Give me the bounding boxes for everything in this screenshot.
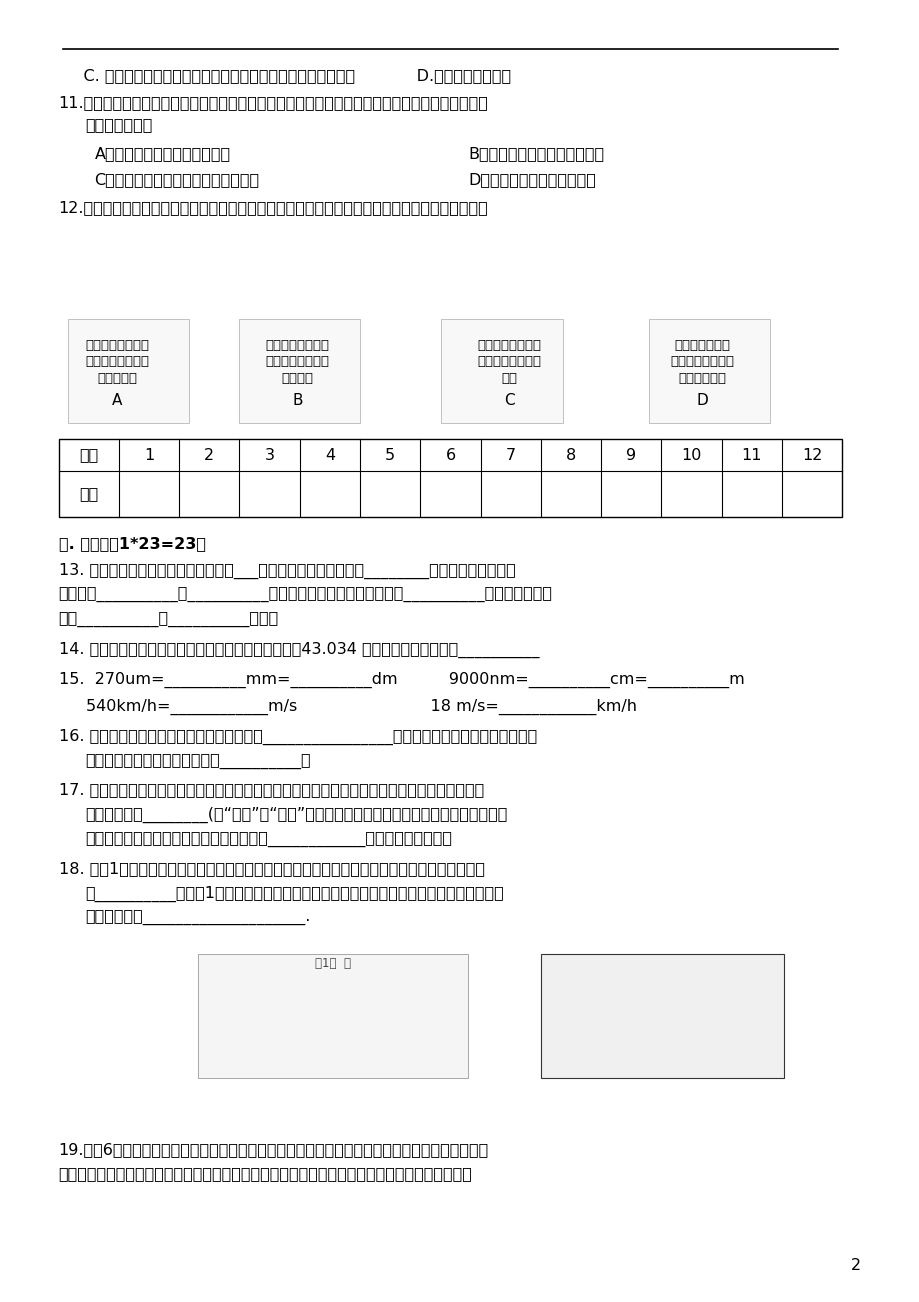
Text: C. 刷牙时，人听不到超声波，是因为超声波不能在空气中传播            D.超声波能传递能量: C. 刷牙时，人听不到超声波，是因为超声波不能在空气中传播 D.超声波能传递能量: [63, 68, 511, 83]
Text: 2: 2: [850, 1258, 860, 1273]
Text: 一听是小尊，马上答应了。他是根据声音的____________判断是小尊在啘他。: 一听是小尊，马上答应了。他是根据声音的____________判断是小尊在啘他。: [85, 832, 452, 848]
Text: 水面时，水面水花: 水面时，水面水花: [476, 355, 540, 368]
Text: 明__________；如图1乙所示，敲击右边的音叉，左边完全相同的音叉把泡沫塑料球弹起，: 明__________；如图1乙所示，敲击右边的音叉，左边完全相同的音叉把泡沫塑…: [85, 885, 504, 901]
Text: C: C: [503, 393, 514, 409]
Text: 度线对准__________，__________要紧靠被测物体，读数时视线要__________刻度线，测量结: 度线对准__________，__________要紧靠被测物体，读数时视线要_…: [59, 587, 552, 603]
Text: 二. 填空题（1*23=23）: 二. 填空题（1*23=23）: [59, 536, 205, 552]
Text: B．撞击声太小，人耳无法听到: B．撞击声太小，人耳无法听到: [468, 146, 604, 161]
Text: 19.如图6所示，将一把钓尺紧按在桌面上，先让一端伸出桌边短一些，拨动钓尺，听它振动发出的: 19.如图6所示，将一把钓尺紧按在桌面上，先让一端伸出桌边短一些，拨动钓尺，听它…: [59, 1142, 488, 1157]
Text: 用力吹一根细管，: 用力吹一根细管，: [265, 339, 329, 352]
Text: 题号: 题号: [79, 448, 98, 462]
Text: 16. 从物理学角度看，噪声强弱的指发声体做________________时发出的声音大小，要保证工作和: 16. 从物理学角度看，噪声强弱的指发声体做________________时发…: [59, 729, 536, 745]
Text: A．月球表面受到撞击时不发声: A．月球表面受到撞击时不发声: [95, 146, 231, 161]
Text: 是改变琵声的________(填“响度”或“音调”）。正在这时，有位同学在楼下叫他去打球，他: 是改变琵声的________(填“响度”或“音调”）。正在这时，有位同学在楼下叫…: [85, 807, 507, 823]
Bar: [59, 439, 842, 517]
Text: 540km/h=____________m/s                          18 m/s=____________km/h: 540km/h=____________m/s 18 m/s=_________…: [85, 699, 636, 715]
Text: C．月球表面没有空气，声音无法传播: C．月球表面没有空气，声音无法传播: [95, 172, 259, 187]
Text: 11: 11: [741, 448, 761, 462]
Text: 6: 6: [445, 448, 455, 462]
Text: 声音变高: 声音变高: [281, 372, 313, 385]
Text: 17. 星期天小明要试试自己制作的二弦琵的发声效果，需要调整琵弦的松紧程度，他这样做的目的: 17. 星期天小明要试试自己制作的二弦琵的发声效果，需要调整琵弦的松紧程度，他这…: [59, 783, 483, 798]
Text: 7: 7: [505, 448, 516, 462]
Text: A: A: [112, 393, 122, 409]
Text: 15.  270um=__________mm=__________dm          9000nm=__________cm=__________m: 15. 270um=__________mm=__________dm 9000…: [59, 672, 743, 687]
Text: 声明显减小: 声明显减小: [97, 372, 137, 385]
Text: 9: 9: [626, 448, 636, 462]
Bar: [441, 319, 562, 423]
Text: D: D: [696, 393, 708, 409]
Text: 解释错误的是：: 解释错误的是：: [85, 117, 153, 133]
Bar: [648, 319, 769, 423]
Bar: [198, 954, 468, 1078]
Text: 学习不受影响应控制噪声不超过__________。: 学习不受影响应控制噪声不超过__________。: [85, 754, 311, 769]
Text: 13. 国际单位制中，长度的基本单位是___。测量长度的基本工具是________，使用时，要使零刻: 13. 国际单位制中，长度的基本单位是___。测量长度的基本工具是_______…: [59, 562, 515, 578]
Bar: [540, 954, 783, 1078]
Text: 把罩内的空气抽去: 把罩内的空气抽去: [85, 339, 149, 352]
Text: 5: 5: [385, 448, 395, 462]
Text: 图1甲  乙: 图1甲 乙: [315, 957, 351, 970]
Text: 四溅: 四溅: [501, 372, 516, 385]
Text: 8: 8: [565, 448, 575, 462]
Text: D．撞击月球产生的是超声波: D．撞击月球产生的是超声波: [468, 172, 596, 187]
Text: 答案: 答案: [79, 487, 98, 501]
Text: 一些后，闹钟的钓: 一些后，闹钟的钓: [85, 355, 149, 368]
Text: 14. 在运动会上用皮尺测量某同学投掷手榴弹的距离是43.034 米，此皮尺的分度值是__________: 14. 在运动会上用皮尺测量某同学投掷手榴弹的距离是43.034 米，此皮尺的分…: [59, 642, 539, 658]
Text: 敲打鼓面，观察纸: 敲打鼓面，观察纸: [670, 355, 734, 368]
Text: 这个现象说明____________________.: 这个现象说明____________________.: [85, 910, 311, 926]
Text: 用大小不同的力: 用大小不同的力: [674, 339, 730, 352]
Bar: [67, 319, 189, 423]
Text: 11.流星落在地球上会产生巨大的声音，但它落在月球上，即使宇航员就在附近也听不到声音，下面: 11.流星落在地球上会产生巨大的声音，但它落在月球上，即使宇航员就在附近也听不到…: [59, 95, 488, 111]
Text: 屑跳动的幅度: 屑跳动的幅度: [678, 372, 726, 385]
Text: 用发声的音叉接触: 用发声的音叉接触: [476, 339, 540, 352]
Text: 1: 1: [143, 448, 154, 462]
Text: 2: 2: [204, 448, 214, 462]
Text: 12: 12: [801, 448, 822, 462]
Text: 4: 4: [324, 448, 335, 462]
Bar: [238, 319, 360, 423]
Text: 声音；然后一端伸出桌边长一些，再拨动钓尺，听它振动发出的声音，使钓尺两次振动幅度大致相: 声音；然后一端伸出桌边长一些，再拨动钓尺，听它振动发出的声音，使钓尺两次振动幅度…: [59, 1167, 472, 1182]
Text: 3: 3: [265, 448, 274, 462]
Text: 果由__________和__________组成。: 果由__________和__________组成。: [59, 612, 278, 628]
Text: 10: 10: [681, 448, 701, 462]
Text: 18. 如图1甲所示，用竖直悬挂的泡沫塑料球接触发声的音叉时，泡沫塑料球被弹起，这个现象说: 18. 如图1甲所示，用竖直悬挂的泡沫塑料球接触发声的音叉时，泡沫塑料球被弹起，…: [59, 861, 484, 876]
Text: 并将它不断剪短，: 并将它不断剪短，: [265, 355, 329, 368]
Text: 12.为了探究声音的响度与振幅的关系，小林设计了几个实验。你认为能夠实现这个探究目的的是：: 12.为了探究声音的响度与振幅的关系，小林设计了几个实验。你认为能夠实现这个探究…: [59, 201, 488, 216]
Text: B: B: [291, 393, 302, 409]
